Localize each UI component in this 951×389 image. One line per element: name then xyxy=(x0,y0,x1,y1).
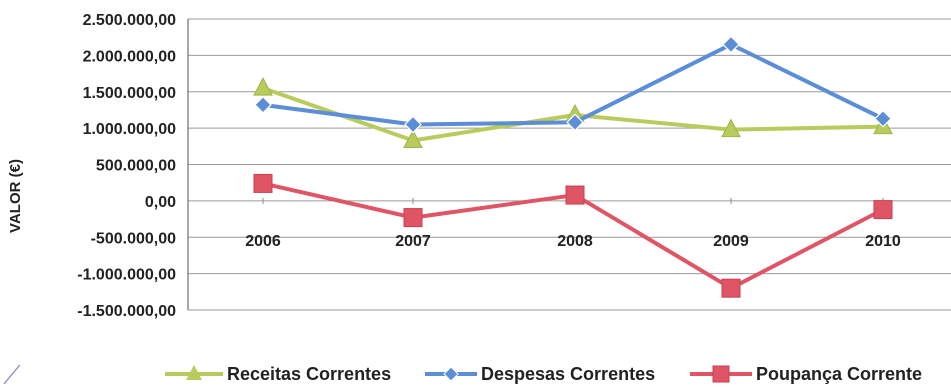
data-point xyxy=(721,118,741,138)
x-tick-label: 2007 xyxy=(395,233,431,250)
legend-label: Receitas Correntes xyxy=(227,364,391,384)
y-tick-label: -500.000,00 xyxy=(91,230,177,247)
x-tick-label: 2009 xyxy=(713,233,749,250)
x-tick-label: 2008 xyxy=(557,233,593,250)
data-point xyxy=(873,200,893,220)
legend-label: Despesas Correntes xyxy=(481,364,655,384)
data-point xyxy=(403,208,423,228)
legend-item: Poupança Corrente xyxy=(690,364,922,384)
data-point xyxy=(722,35,740,54)
data-point xyxy=(874,109,892,128)
y-tick-label: 0,00 xyxy=(145,194,176,211)
y-axis-label: VALOR (€) xyxy=(7,159,24,233)
series-lines xyxy=(253,35,893,298)
y-tick-label: -1.000.000,00 xyxy=(77,267,176,284)
y-tick-label: 2.000.000,00 xyxy=(83,48,177,65)
data-point xyxy=(254,95,272,114)
series-square xyxy=(253,173,893,298)
data-point xyxy=(566,113,584,132)
y-tick-label: -1.500.000,00 xyxy=(77,303,176,320)
y-tick-label: 500.000,00 xyxy=(96,158,176,175)
data-point xyxy=(404,115,422,134)
data-point xyxy=(721,278,741,298)
y-tick-label: 1.500.000,00 xyxy=(83,85,177,102)
y-tick-label: 1.000.000,00 xyxy=(83,121,177,138)
legend-item: Despesas Correntes xyxy=(425,364,655,384)
y-axis: 2.500.000,00 2.000.000,00 1.500.000,00 1.00… xyxy=(77,12,189,320)
legend-marker xyxy=(712,365,730,383)
legend-label: Poupança Corrente xyxy=(756,364,922,384)
y-tick-label: 2.500.000,00 xyxy=(83,12,177,29)
decorative-pen-mark xyxy=(3,364,21,385)
legend-marker xyxy=(443,366,459,382)
legend: Receitas Correntes Despesas Correntes Poup… xyxy=(165,364,922,384)
data-point xyxy=(565,185,585,205)
series-diamond xyxy=(254,35,892,134)
x-axis: 2006 2007 2008 2009 2010 xyxy=(245,197,901,250)
data-point xyxy=(403,129,423,148)
data-point xyxy=(253,77,273,96)
x-tick-label: 2010 xyxy=(865,233,901,250)
x-tick-label: 2006 xyxy=(245,233,281,250)
data-point xyxy=(253,173,273,193)
legend-marker xyxy=(186,365,202,380)
legend-item: Receitas Correntes xyxy=(165,364,391,384)
